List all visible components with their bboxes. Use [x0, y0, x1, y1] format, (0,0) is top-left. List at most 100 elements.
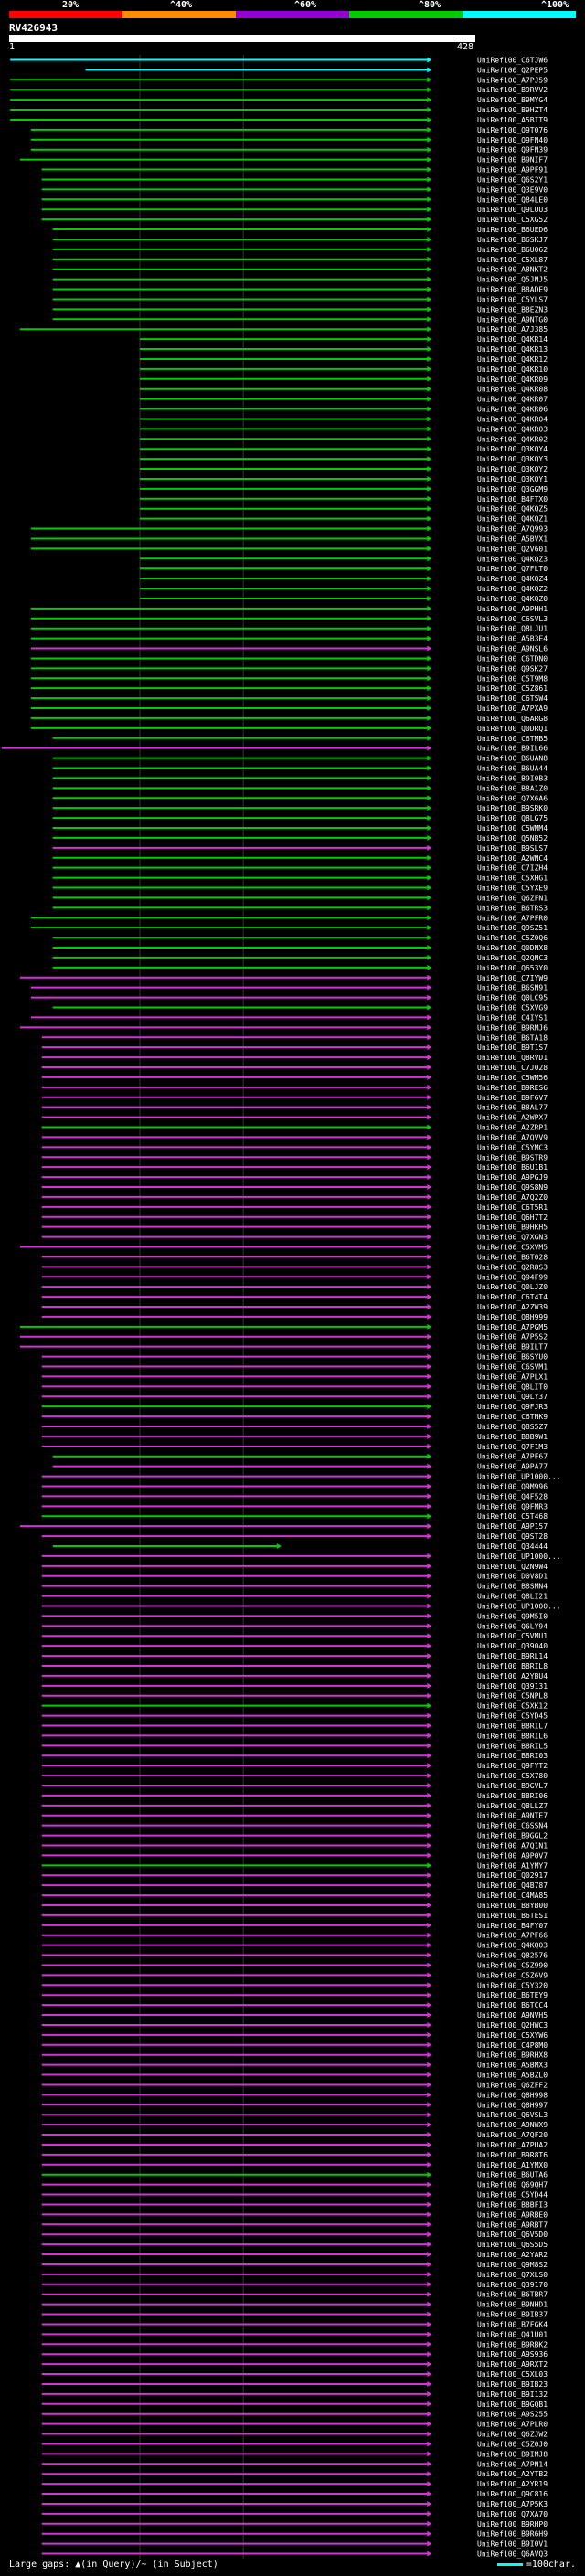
hit-label: UniRef100_B8ADE9 [477, 286, 548, 294]
hit-arrow [427, 2371, 432, 2378]
hit-label: UniRef100_Q4KQZ5 [477, 505, 548, 514]
hit-label: UniRef100_Q6AVQ3 [477, 2550, 548, 2559]
hit-label: UniRef100_Q4KR09 [477, 376, 548, 384]
hit-arrow [427, 136, 432, 143]
hit-arrow [427, 515, 432, 522]
hit-label: UniRef100_Q9FN39 [477, 146, 548, 154]
hit-label: UniRef100_B9RMJ6 [477, 1023, 548, 1032]
hit-label: UniRef100_B9ILT7 [477, 1343, 548, 1352]
hit-label: UniRef100_Q2HWC3 [477, 2021, 548, 2030]
hit-label: UniRef100_A2YBU4 [477, 1672, 548, 1680]
hit-label: UniRef100_A7PFR0 [477, 914, 548, 922]
hit-label: UniRef100_C6TMB5 [477, 735, 548, 743]
hit-label: UniRef100_C7IYW9 [477, 974, 548, 982]
hit-arrow [427, 1583, 432, 1589]
hit-label: UniRef100_Q4KR14 [477, 335, 548, 344]
scale-label-100: ^100% [541, 0, 569, 10]
hit-label: UniRef100_A2WNC4 [477, 854, 548, 863]
hit-arrow [427, 1463, 432, 1469]
hit-label: UniRef100_B6SN91 [477, 984, 548, 992]
hit-label: UniRef100_Q3GGM9 [477, 485, 548, 493]
hit-arrow [427, 1433, 432, 1439]
hit-arrow [427, 1363, 432, 1370]
hit-label: UniRef100_A7QVV9 [477, 1133, 548, 1141]
hit-arrow [427, 1184, 432, 1191]
hit-label: UniRef100_Q4KR12 [477, 355, 548, 364]
hit-label: UniRef100_C6TNK9 [477, 1413, 548, 1421]
query-end-label: 428 [457, 42, 474, 52]
hit-label: UniRef100_A9PGJ9 [477, 1173, 548, 1182]
hit-label: UniRef100_A9NSL6 [477, 645, 548, 653]
hit-arrow [427, 1014, 432, 1021]
hit-label: UniRef100_A9S936 [477, 2350, 548, 2359]
hit-label: UniRef100_Q6ZJW2 [477, 2431, 548, 2439]
hit-arrow [427, 2132, 432, 2138]
hit-label: UniRef100_C5Z861 [477, 684, 548, 693]
hit-label: UniRef100_A9NTG0 [477, 315, 548, 323]
hit-arrow [427, 456, 432, 462]
hit-arrow [427, 1782, 432, 1788]
hit-arrow [427, 785, 432, 791]
identity-scale-labels: 20% ^40% ^60% ^80% ^100% [0, 0, 585, 11]
hit-arrow [427, 505, 432, 512]
hit-arrow [427, 1802, 432, 1808]
hit-label: UniRef100_B8B9W1 [477, 1433, 548, 1441]
hit-arrow [427, 236, 432, 242]
hit-arrow [427, 156, 432, 163]
query-title: RV426943 [9, 22, 58, 34]
hit-arrow [427, 166, 432, 173]
hit-label: UniRef100_C4MA85 [477, 1892, 548, 1900]
hit-label: UniRef100_B9IB37 [477, 2311, 548, 2319]
hit-label: UniRef100_C5Z990 [477, 1961, 548, 1969]
hit-arrow [427, 1473, 432, 1479]
hit-arrow [427, 1264, 432, 1270]
hit-label: UniRef100_C5XL03 [477, 2370, 548, 2379]
hit-arrow [427, 1483, 432, 1489]
hit-label: UniRef100_A7Q1N1 [477, 1841, 548, 1850]
hit-label: UniRef100_B9RL14 [477, 1652, 548, 1660]
hit-label: UniRef100_A5B3E4 [477, 635, 548, 643]
hit-label: UniRef100_A9P0V7 [477, 1851, 548, 1860]
hit-label: UniRef100_Q2QNC3 [477, 954, 548, 962]
hit-label: UniRef100_B6UTA6 [477, 2171, 548, 2179]
hit-label: UniRef100_A2YTB2 [477, 2470, 548, 2478]
hit-arrow [427, 1922, 432, 1928]
hit-label: UniRef100_B6UAN8 [477, 755, 548, 763]
hit-arrow [427, 77, 432, 83]
hit-label: UniRef100_Q9FN40 [477, 136, 548, 144]
hit-label: UniRef100_C7IZH4 [477, 864, 548, 873]
hit-arrow [427, 1753, 432, 1759]
hit-arrow [427, 1084, 432, 1090]
hit-arrow [427, 775, 432, 781]
legend-scale: =100char. [496, 2560, 576, 2570]
scale-label-40: ^40% [170, 0, 193, 10]
hit-label: UniRef100_Q9FMR3 [477, 1502, 548, 1511]
hit-label: UniRef100_B6U1B1 [477, 1163, 548, 1171]
hit-arrow [427, 2082, 432, 2088]
hit-label: UniRef100_Q4F528 [477, 1492, 548, 1500]
hit-label: UniRef100_B9T1S7 [477, 1044, 548, 1052]
hit-arrow [427, 1882, 432, 1889]
hit-label: UniRef100_B6U062 [477, 246, 548, 254]
hit-arrow [427, 2271, 432, 2277]
hit-arrow [427, 57, 432, 63]
hit-arrow [427, 2201, 432, 2208]
hit-label: UniRef100_Q8S5Z7 [477, 1423, 548, 1431]
hit-arrow [427, 765, 432, 771]
hit-label: UniRef100_B9GGL2 [477, 1832, 548, 1840]
color-segment-80 [349, 11, 463, 18]
hit-arrow [427, 1653, 432, 1659]
hit-label: UniRef100_B8RIL7 [477, 1722, 548, 1730]
hit-label: UniRef100_C5XK12 [477, 1702, 548, 1711]
scale-label-80: ^80% [419, 0, 441, 10]
hit-label: UniRef100_A7PLR0 [477, 2421, 548, 2429]
hit-label: UniRef100_C5Y320 [477, 1981, 548, 1989]
hit-label: UniRef100_B8RIL8 [477, 1662, 548, 1670]
hit-arrow [427, 366, 432, 372]
hit-label: UniRef100_Q9ST28 [477, 1532, 548, 1541]
scale-label-20: 20% [62, 0, 80, 10]
hit-arrow [427, 725, 432, 731]
hit-arrow [427, 2002, 432, 2009]
hit-label: UniRef100_B6TRS3 [477, 904, 548, 912]
hit-label: UniRef100_B9I0B3 [477, 774, 548, 782]
